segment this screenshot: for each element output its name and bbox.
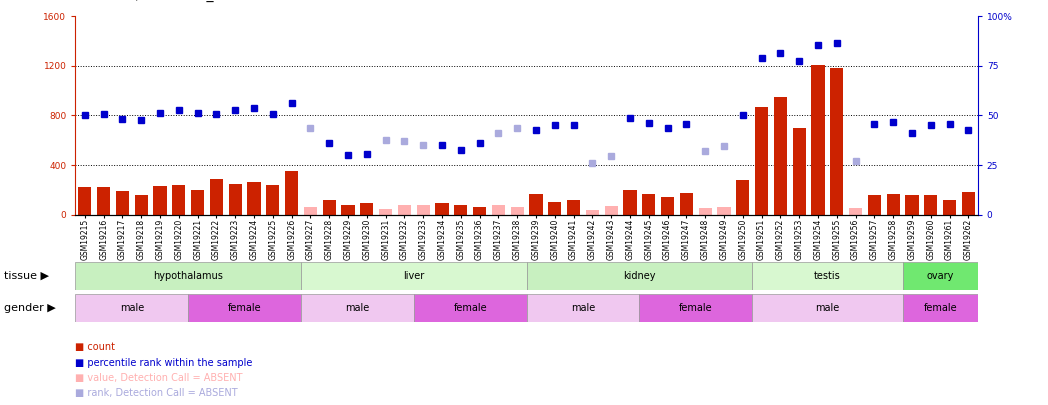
Text: liver: liver	[403, 271, 424, 281]
Bar	[172, 185, 185, 215]
Bar	[924, 195, 937, 215]
Text: ■ count: ■ count	[75, 342, 115, 352]
Bar	[361, 203, 373, 215]
Bar	[586, 210, 599, 215]
Bar	[304, 207, 316, 215]
Bar	[773, 97, 787, 215]
Bar	[473, 207, 486, 215]
Bar	[189, 294, 301, 322]
Bar	[323, 200, 335, 215]
Bar	[75, 262, 301, 290]
Bar	[492, 205, 505, 215]
Text: testis: testis	[814, 271, 840, 281]
Bar	[902, 294, 978, 322]
Bar	[79, 188, 91, 215]
Bar	[116, 191, 129, 215]
Bar	[548, 202, 562, 215]
Bar	[97, 188, 110, 215]
Bar	[414, 294, 526, 322]
Bar	[75, 294, 189, 322]
Text: tissue ▶: tissue ▶	[4, 271, 49, 281]
Bar	[301, 294, 414, 322]
Bar	[624, 190, 636, 215]
Text: hypothalamus: hypothalamus	[153, 271, 223, 281]
Bar	[830, 68, 844, 215]
Bar	[699, 208, 712, 215]
Bar	[755, 107, 768, 215]
Bar	[135, 195, 148, 215]
Text: female: female	[923, 303, 957, 313]
Text: female: female	[227, 303, 261, 313]
Bar	[210, 179, 223, 215]
Bar	[285, 171, 299, 215]
Text: kidney: kidney	[624, 271, 656, 281]
Bar	[436, 203, 449, 215]
Bar	[905, 196, 918, 215]
Text: male: male	[119, 303, 144, 313]
Bar	[661, 197, 674, 215]
Bar	[642, 194, 655, 215]
Bar	[301, 262, 526, 290]
Text: ovary: ovary	[926, 271, 954, 281]
Bar	[811, 64, 825, 215]
Bar	[567, 200, 581, 215]
Bar	[868, 195, 881, 215]
Bar	[605, 206, 617, 215]
Text: male: male	[345, 303, 370, 313]
Text: ■ percentile rank within the sample: ■ percentile rank within the sample	[75, 358, 253, 368]
Bar	[962, 192, 975, 215]
Bar	[526, 262, 752, 290]
Bar	[902, 262, 978, 290]
Text: female: female	[454, 303, 487, 313]
Bar	[737, 180, 749, 215]
Text: male: male	[815, 303, 839, 313]
Bar	[417, 205, 430, 215]
Text: ■ rank, Detection Call = ABSENT: ■ rank, Detection Call = ABSENT	[75, 388, 238, 399]
Bar	[529, 194, 543, 215]
Bar	[191, 190, 204, 215]
Text: female: female	[679, 303, 713, 313]
Text: GDS565 / 1452605_at: GDS565 / 1452605_at	[75, 0, 228, 2]
Bar	[752, 294, 902, 322]
Bar	[526, 294, 639, 322]
Text: gender ▶: gender ▶	[4, 303, 56, 313]
Text: ■ value, Detection Call = ABSENT: ■ value, Detection Call = ABSENT	[75, 373, 243, 383]
Bar	[943, 200, 956, 215]
Bar	[792, 128, 806, 215]
Text: male: male	[571, 303, 595, 313]
Bar	[228, 183, 242, 215]
Bar	[887, 194, 900, 215]
Bar	[752, 262, 902, 290]
Bar	[454, 205, 467, 215]
Bar	[342, 205, 354, 215]
Bar	[718, 207, 730, 215]
Bar	[639, 294, 752, 322]
Bar	[680, 193, 693, 215]
Bar	[510, 207, 524, 215]
Bar	[247, 182, 261, 215]
Bar	[849, 208, 863, 215]
Bar	[266, 185, 280, 215]
Bar	[398, 205, 411, 215]
Bar	[379, 209, 392, 215]
Bar	[153, 186, 167, 215]
